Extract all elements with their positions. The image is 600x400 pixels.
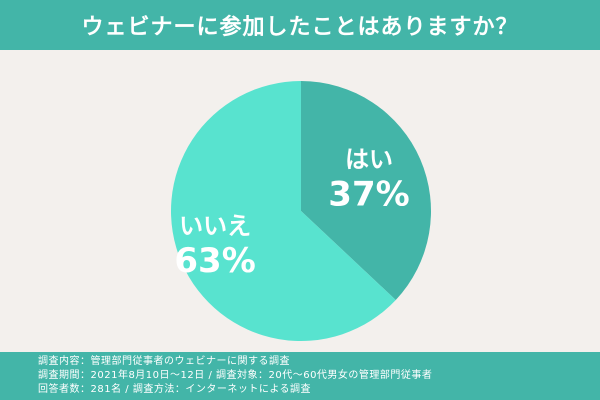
slice-label-1: はい	[345, 146, 393, 174]
pie-slice-1	[301, 81, 431, 300]
pie-slice-2	[171, 81, 396, 341]
chart-title: ウェビナーに参加したことはありますか？	[81, 15, 519, 40]
survey-content-note: 調査内容：管理部門従事者のウェビナーに関する調査	[38, 356, 290, 367]
slice-value-2: 63%	[174, 241, 255, 281]
chart-title-bar: ウェビナーに参加したことはありますか？	[0, 0, 600, 50]
survey-notes: 調査内容：管理部門従事者のウェビナーに関する調査 調査期間：2021年8月10日…	[0, 352, 600, 400]
chart-area: はい 37% いいえ 63%	[0, 50, 600, 350]
survey-respondents-note: 回答者数：281名 / 調査方法：インターネットによる調査	[38, 384, 312, 395]
survey-period-note: 調査期間：2021年8月10日〜12日 / 調査対象：20代〜60代男女の管理部…	[38, 370, 433, 381]
slice-value-1: 37%	[328, 175, 409, 215]
slice-label-2: いいえ	[179, 212, 251, 240]
